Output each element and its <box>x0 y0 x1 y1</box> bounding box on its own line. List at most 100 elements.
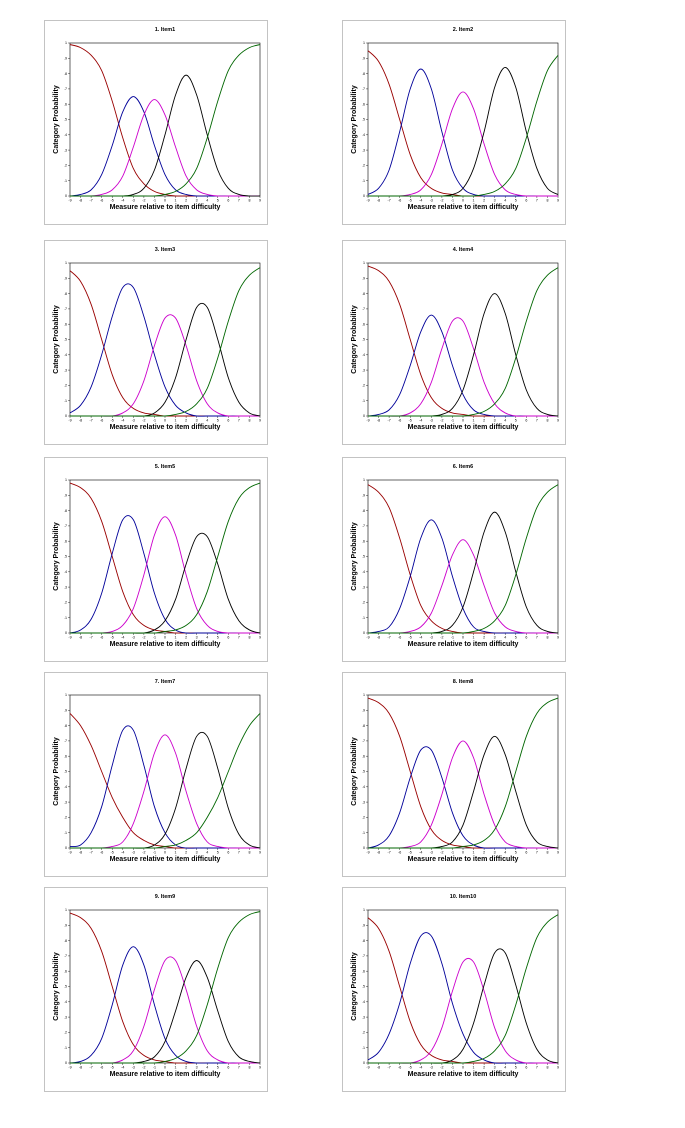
x-tick-label: 4 <box>206 636 208 640</box>
category-curve <box>69 713 261 849</box>
x-tick-label: 1 <box>175 636 177 640</box>
y-tick-label: 1 <box>65 41 67 45</box>
x-tick-label: 3 <box>196 851 198 855</box>
y-tick-label: .8 <box>362 939 365 943</box>
x-tick-label: 5 <box>217 636 219 640</box>
x-tick-label: -3 <box>430 419 433 423</box>
x-tick-label: 0 <box>462 636 464 640</box>
x-tick-label: -3 <box>430 199 433 203</box>
category-curve <box>367 267 559 417</box>
category-curve <box>69 267 261 417</box>
x-axis-label: Measure relative to item difficulty <box>110 424 221 431</box>
x-tick-label: 3 <box>494 636 496 640</box>
x-tick-label: 1 <box>473 636 475 640</box>
y-tick-label: .3 <box>362 800 365 804</box>
x-tick-label: 2 <box>185 636 187 640</box>
x-tick-label: -9 <box>366 636 369 640</box>
y-tick-label: .6 <box>362 969 365 973</box>
y-tick-label: .6 <box>64 754 67 758</box>
x-tick-label: -6 <box>100 1066 103 1070</box>
x-tick-label: 5 <box>217 851 219 855</box>
y-tick-label: .1 <box>362 831 365 835</box>
x-tick-label: -6 <box>398 419 401 423</box>
x-tick-label: -2 <box>142 419 145 423</box>
x-tick-label: -6 <box>398 1066 401 1070</box>
x-tick-label: -2 <box>440 636 443 640</box>
x-tick-label: -2 <box>440 419 443 423</box>
y-axis-label: Category Probability <box>351 952 358 1021</box>
y-tick-label: .2 <box>64 601 67 605</box>
x-tick-label: 3 <box>494 199 496 203</box>
x-tick-label: -4 <box>121 1066 124 1070</box>
y-tick-label: 0 <box>363 1061 365 1065</box>
x-tick-label: 1 <box>473 419 475 423</box>
x-tick-label: -7 <box>90 1066 93 1070</box>
x-tick-label: -6 <box>398 199 401 203</box>
x-tick-label: -9 <box>68 636 71 640</box>
chart-title: 6. Item6 <box>453 464 473 470</box>
y-tick-label: .9 <box>362 57 365 61</box>
x-tick-label: -3 <box>430 851 433 855</box>
x-tick-label: 7 <box>238 419 240 423</box>
y-tick-label: 0 <box>65 194 67 198</box>
x-axis-label: Measure relative to item difficulty <box>408 856 519 863</box>
x-tick-label: -4 <box>121 419 124 423</box>
x-tick-label: 7 <box>536 419 538 423</box>
x-tick-label: -8 <box>377 419 380 423</box>
panel-frame <box>44 457 268 662</box>
x-tick-label: -5 <box>409 199 412 203</box>
x-tick-label: -9 <box>366 1066 369 1070</box>
y-tick-label: 1 <box>363 478 365 482</box>
x-tick-label: -4 <box>419 851 422 855</box>
x-tick-label: 9 <box>259 199 261 203</box>
category-curve <box>69 99 260 197</box>
y-tick-label: .6 <box>362 322 365 326</box>
y-tick-label: .3 <box>362 1015 365 1019</box>
category-curve <box>69 482 261 634</box>
chart-panel: 6. Item6 0 .1 .2 .3 .4 .5 .6 .7 .8 .9 1 -9 -8 -7 -6 -5 -4… <box>342 457 566 662</box>
y-tick-label: .3 <box>64 585 67 589</box>
x-tick-label: -2 <box>142 636 145 640</box>
x-tick-label: -4 <box>121 851 124 855</box>
y-tick-label: .6 <box>64 322 67 326</box>
y-tick-label: 0 <box>363 194 365 198</box>
y-tick-label: .6 <box>362 754 365 758</box>
x-tick-label: 6 <box>525 419 527 423</box>
y-tick-label: .5 <box>64 985 67 989</box>
x-tick-label: 5 <box>217 419 219 423</box>
x-tick-label: 2 <box>483 851 485 855</box>
x-tick-label: -1 <box>153 636 156 640</box>
x-tick-label: 5 <box>515 419 517 423</box>
y-tick-label: .7 <box>64 954 67 958</box>
x-tick-label: -3 <box>132 636 135 640</box>
x-tick-label: 1 <box>473 1066 475 1070</box>
panel-frame <box>44 240 268 445</box>
y-tick-label: .2 <box>362 601 365 605</box>
panel-frame <box>342 887 566 1092</box>
x-tick-label: 8 <box>546 1066 548 1070</box>
category-curve <box>367 914 559 1064</box>
x-tick-label: 7 <box>238 636 240 640</box>
x-tick-label: -5 <box>111 636 114 640</box>
x-tick-label: 5 <box>515 1066 517 1070</box>
panel-frame <box>44 20 268 225</box>
x-tick-label: 8 <box>248 851 250 855</box>
y-tick-label: .1 <box>64 399 67 403</box>
x-tick-label: -2 <box>440 199 443 203</box>
x-tick-label: -9 <box>366 851 369 855</box>
chart-panel: 4. Item4 0 .1 .2 .3 .4 .5 .6 .7 .8 .9 1 -9 -8 -7 -6 -5 -4… <box>342 240 566 445</box>
y-tick-label: .5 <box>64 555 67 559</box>
y-tick-label: .6 <box>362 539 365 543</box>
y-tick-label: 1 <box>65 478 67 482</box>
x-tick-label: 3 <box>494 851 496 855</box>
y-tick-label: .2 <box>362 816 365 820</box>
x-tick-label: -5 <box>111 419 114 423</box>
y-tick-label: .6 <box>64 102 67 106</box>
y-tick-label: .5 <box>362 770 365 774</box>
x-tick-label: -2 <box>142 199 145 203</box>
y-tick-label: 0 <box>363 631 365 635</box>
y-tick-label: .2 <box>362 384 365 388</box>
x-tick-label: -7 <box>90 636 93 640</box>
x-tick-label: 7 <box>238 199 240 203</box>
